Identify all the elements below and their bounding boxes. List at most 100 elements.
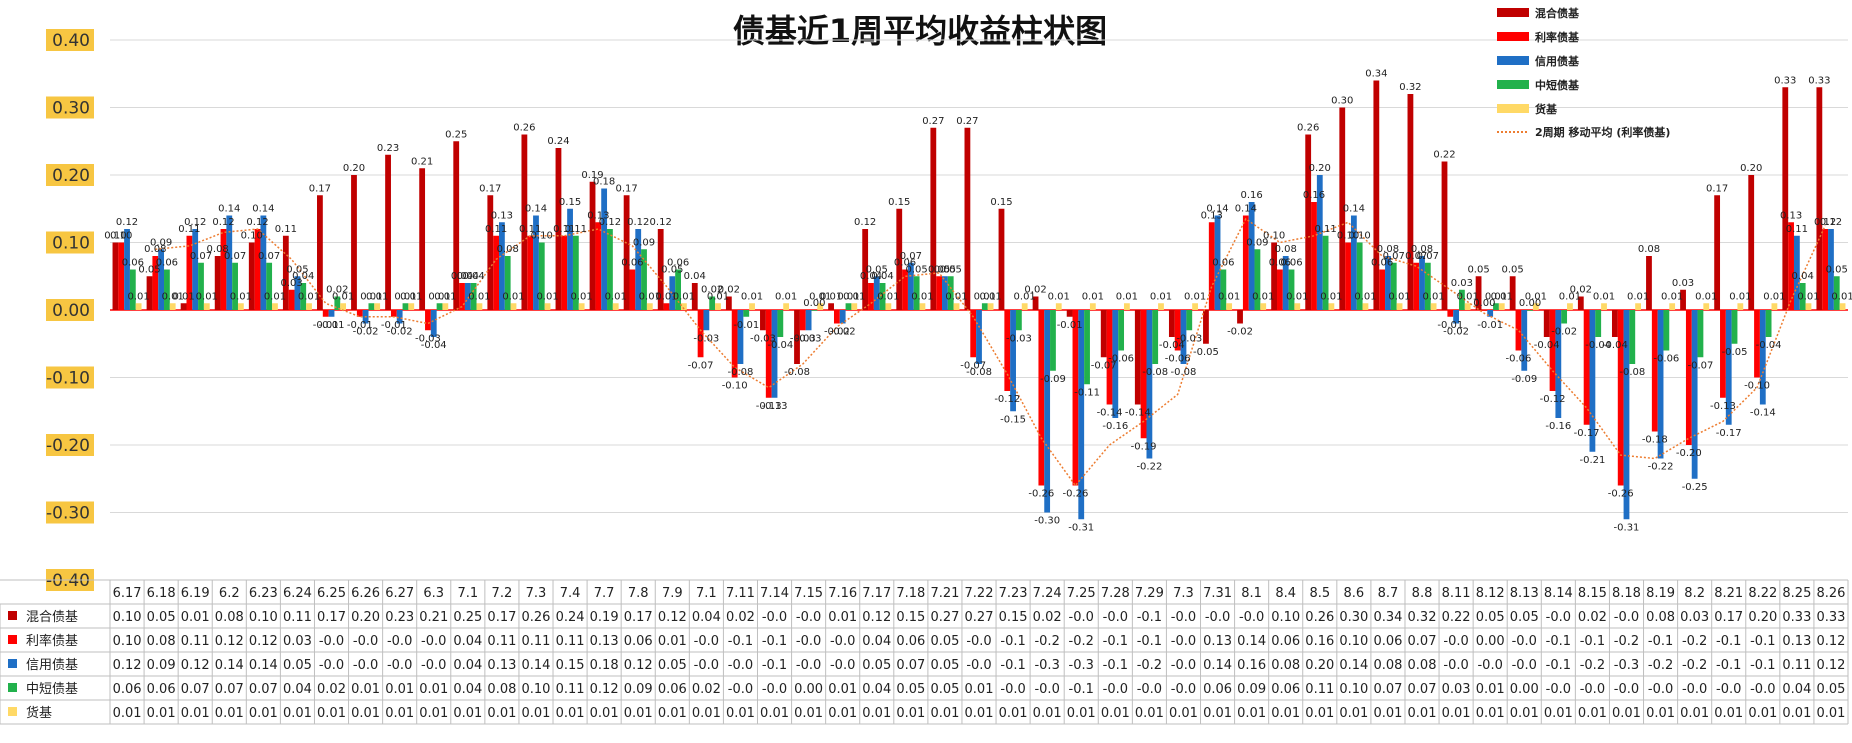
table-cell: 0.06 xyxy=(896,634,925,649)
data-label: 0.17 xyxy=(479,183,501,194)
bar-0 xyxy=(1407,94,1414,310)
table-cell: 0.01 xyxy=(522,706,551,721)
x-tick-label: 7.8 xyxy=(628,586,649,601)
bar-1 xyxy=(1685,310,1692,445)
bar-0 xyxy=(1271,242,1278,310)
table-cell: 0.01 xyxy=(113,706,142,721)
table-series-name: 混合债基 xyxy=(26,610,78,625)
data-label: 0.01 xyxy=(837,291,859,302)
data-label: -0.07 xyxy=(1688,360,1714,371)
data-label: -0.03 xyxy=(415,333,441,344)
table-cell: 0.07 xyxy=(249,682,278,697)
table-cell: -0.0 xyxy=(762,682,787,697)
table-cell: -0.1 xyxy=(1069,682,1094,697)
bar-4 xyxy=(783,303,790,310)
data-label: 0.02 xyxy=(1024,285,1046,296)
table-cell: 0.01 xyxy=(828,682,857,697)
bar-4 xyxy=(1055,303,1062,310)
table-cell: -0.0 xyxy=(1546,682,1571,697)
data-label: 0.25 xyxy=(445,129,467,140)
table-cell: -0.0 xyxy=(353,634,378,649)
bar-0 xyxy=(1339,107,1346,310)
table-cell: -0.0 xyxy=(1614,682,1639,697)
data-label: 0.05 xyxy=(661,264,683,275)
data-label: -0.07 xyxy=(688,360,714,371)
data-label: 0.13 xyxy=(1780,210,1802,221)
data-label: 0.06 xyxy=(1280,258,1302,269)
bar-1 xyxy=(1106,310,1113,405)
data-label: 0.06 xyxy=(667,258,689,269)
data-label: 0.05 xyxy=(940,264,962,275)
table-cell: 0.08 xyxy=(1373,658,1402,673)
table-cell: -0.0 xyxy=(1103,682,1128,697)
y-tick-label: -0.20 xyxy=(46,436,90,456)
data-label: 0.00 xyxy=(1519,298,1541,309)
table-cell: 0.05 xyxy=(1816,682,1845,697)
bar-0 xyxy=(419,168,426,310)
data-label: 0.06 xyxy=(122,258,144,269)
bar-3 xyxy=(709,296,716,310)
data-label: 0.06 xyxy=(1371,258,1393,269)
bar-1 xyxy=(1379,269,1386,310)
bar-3 xyxy=(1629,310,1636,364)
data-label: 0.12 xyxy=(184,217,206,228)
data-label: -0.08 xyxy=(728,367,754,378)
data-label: 0.01 xyxy=(128,291,150,302)
table-cell: -0.0 xyxy=(728,658,753,673)
x-tick-label: 8.22 xyxy=(1748,586,1777,601)
bar-0 xyxy=(1032,296,1039,310)
data-label: 0.08 xyxy=(1275,244,1297,255)
bar-3 xyxy=(845,303,852,310)
table-cell: 0.01 xyxy=(1510,706,1539,721)
bar-2 xyxy=(192,229,199,310)
bar-0 xyxy=(385,154,391,310)
table-cell: 0.17 xyxy=(487,610,516,625)
table-cell: 0.05 xyxy=(1476,610,1505,625)
data-label: 0.11 xyxy=(565,224,587,235)
table-cell: 0.12 xyxy=(862,610,891,625)
table-cell: -0.0 xyxy=(796,610,821,625)
bar-3 xyxy=(1697,310,1704,358)
data-label: 0.04 xyxy=(451,271,473,282)
table-cell: -0.0 xyxy=(1580,682,1605,697)
table-cell: 0.05 xyxy=(658,658,687,673)
x-tick-label: 6.27 xyxy=(385,586,414,601)
data-label: 0.01 xyxy=(1150,291,1172,302)
data-label: 0.02 xyxy=(701,285,723,296)
data-label: -0.05 xyxy=(1193,347,1219,358)
table-cell: 0.01 xyxy=(1203,706,1232,721)
table-cell: 0.01 xyxy=(181,706,210,721)
table-cell: -0.0 xyxy=(830,658,855,673)
data-label: -0.08 xyxy=(784,367,810,378)
x-tick-label: 7.9 xyxy=(662,586,683,601)
table-cell: -0.0 xyxy=(1648,682,1673,697)
y-tick-label: 0.00 xyxy=(52,301,90,321)
table-series-name: 中短债基 xyxy=(26,682,78,697)
data-label: -0.22 xyxy=(1136,462,1162,473)
bar-1 xyxy=(1583,310,1590,425)
data-label: 0.09 xyxy=(150,237,172,248)
bar-2 xyxy=(1555,310,1562,418)
bar-3 xyxy=(1288,269,1295,310)
x-tick-label: 7.7 xyxy=(594,586,615,601)
table-cell: 0.03 xyxy=(283,634,312,649)
table-legend-key xyxy=(8,659,17,668)
data-label: 0.01 xyxy=(1559,291,1581,302)
table-cell: 0.00 xyxy=(1510,682,1539,697)
bar-4 xyxy=(987,303,994,310)
data-label: -0.03 xyxy=(796,333,822,344)
bar-2 xyxy=(1385,256,1391,310)
table-cell: -0.1 xyxy=(1716,634,1741,649)
bar-2 xyxy=(873,276,880,310)
bar-1 xyxy=(1277,269,1283,310)
legend-label: 混合债基 xyxy=(1535,6,1580,20)
bar-1 xyxy=(833,310,840,324)
legend-swatch xyxy=(1497,8,1529,17)
bar-3 xyxy=(129,269,136,310)
table-cell: 0.01 xyxy=(556,706,585,721)
table-cell: 0.12 xyxy=(1816,658,1845,673)
bar-0 xyxy=(964,127,971,310)
table-cell: -0.2 xyxy=(1069,634,1094,649)
table-cell: -0.0 xyxy=(1000,682,1025,697)
legend-swatch xyxy=(1497,32,1529,41)
